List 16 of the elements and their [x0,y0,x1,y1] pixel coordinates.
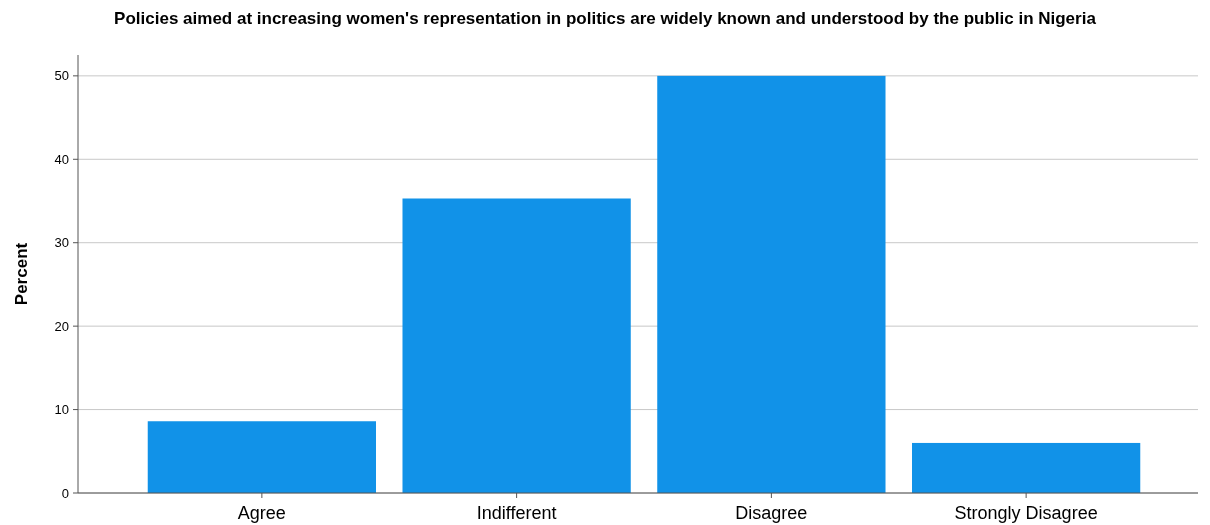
x-tick-label: Strongly Disagree [954,503,1098,523]
y-tick-label: 0 [61,485,69,501]
bar [657,75,886,493]
y-tick-label: 50 [54,68,69,84]
y-tick-label: 40 [54,151,69,167]
x-tick-label: Agree [237,503,286,523]
bar [147,421,376,493]
x-tick-label: Disagree [735,503,808,523]
bar [402,198,631,493]
y-tick-label: 10 [54,402,69,418]
y-tick-label: 20 [54,318,69,334]
chart-title: Policies aimed at increasing women's representation in politics are widely known and understood by the public in Nigeria [114,9,1097,28]
bar [912,442,1141,493]
y-tick-label: 30 [54,235,69,251]
y-axis-title: Percent [12,242,31,306]
x-tick-label: Indifferent [476,503,557,523]
